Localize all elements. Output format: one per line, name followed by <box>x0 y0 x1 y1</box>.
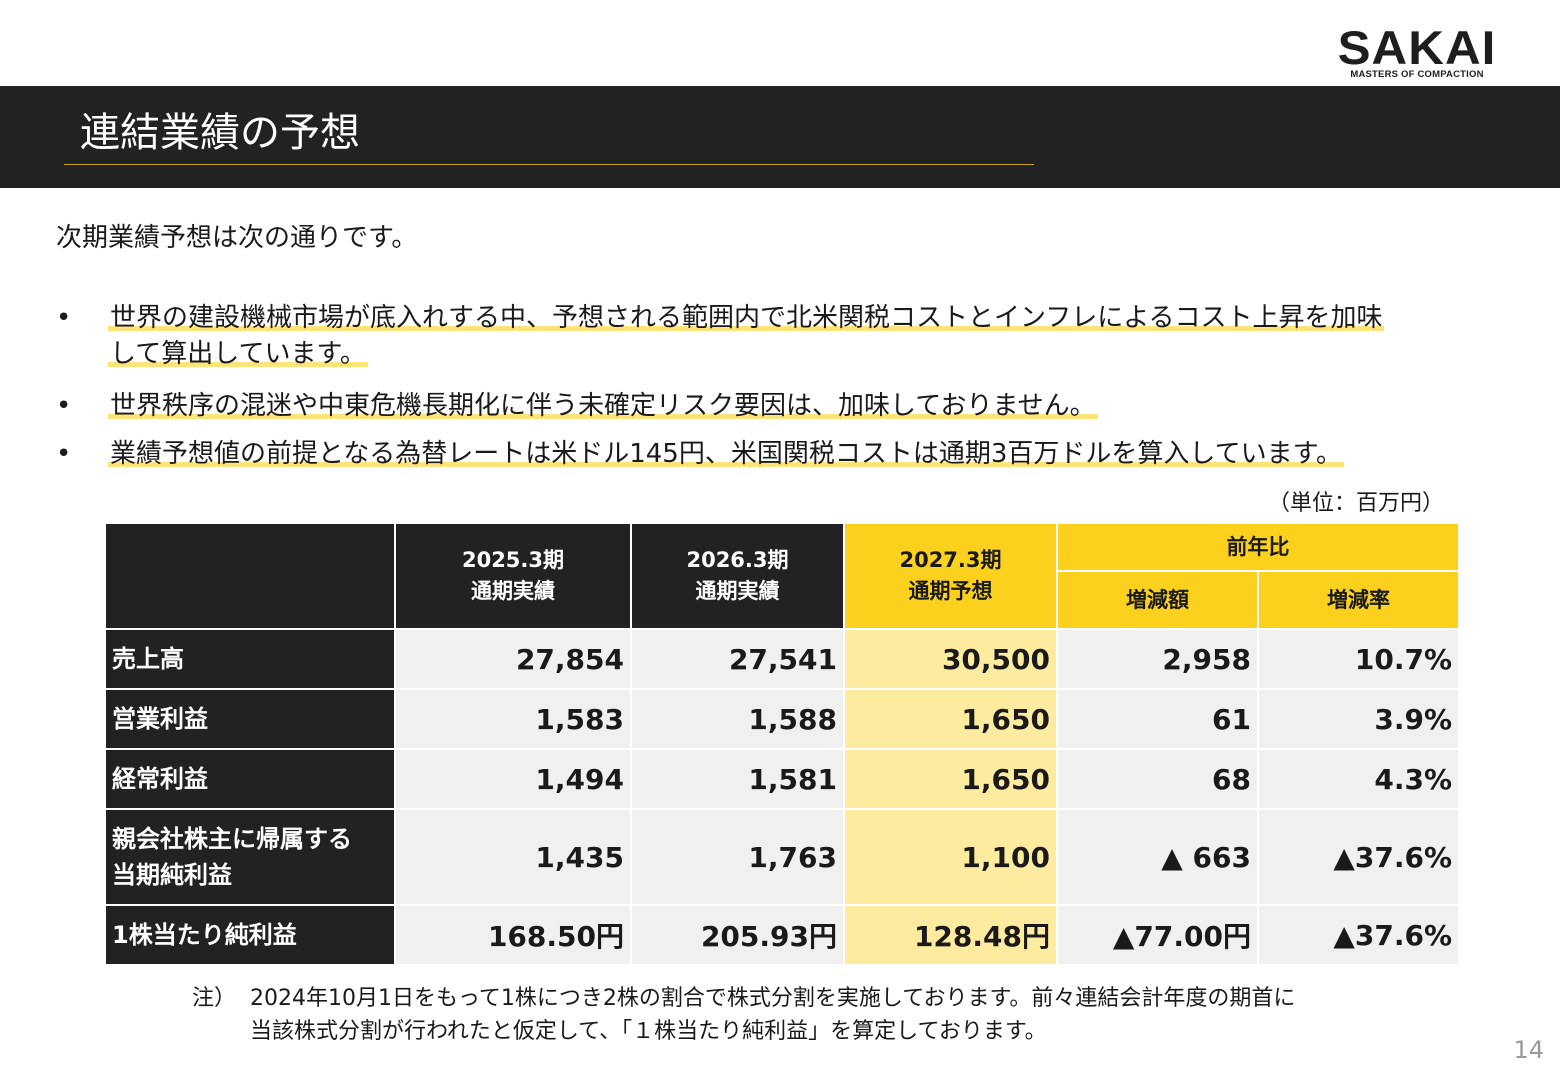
value-rate: 10.7% <box>1257 628 1460 690</box>
value-fy2027: 1,650 <box>843 748 1058 810</box>
row-label: 1株当たり純利益 <box>104 904 396 966</box>
header-yoy-amount: 増減額 <box>1056 570 1259 630</box>
value-fy2026: 205.93円 <box>630 904 845 966</box>
bullet-dot: • <box>56 439 72 469</box>
header-fy2027: 2027.3期 通期予想 <box>843 522 1058 630</box>
title-underline <box>64 164 1034 165</box>
header-fy2026: 2026.3期 通期実績 <box>630 522 845 630</box>
value-fy2025: 1,435 <box>394 808 632 906</box>
value-diff: 2,958 <box>1056 628 1259 690</box>
bullet-dot: • <box>56 303 72 333</box>
table-row: 売上高 27,854 27,541 30,500 2,958 10.7% <box>104 628 1460 690</box>
header-fy2026-type: 通期実績 <box>695 579 780 603</box>
header-fy2025: 2025.3期 通期実績 <box>394 522 632 630</box>
value-diff: 68 <box>1056 748 1259 810</box>
page-title: 連結業績の予想 <box>80 110 360 156</box>
footnote-line: 2024年10月1日をもって1株につき2株の割合で株式分割を実施しております。前… <box>250 986 1296 1011</box>
value-fy2025: 168.50円 <box>394 904 632 966</box>
row-label-line: 当期純利益 <box>112 861 232 889</box>
row-label: 経常利益 <box>104 748 396 810</box>
row-label-line: 親会社株主に帰属する <box>112 825 352 853</box>
header-blank-cell <box>104 522 396 630</box>
header-fy2025-type: 通期実績 <box>471 579 555 603</box>
header-fy2027-type: 通期予想 <box>908 579 993 603</box>
footnote-line: 当該株式分割が行われたと仮定して、「１株当たり純利益」を算定しております。 <box>250 1019 1047 1044</box>
bullet-text-line: 世界秩序の混迷や中東危機長期化に伴う未確定リスク要因は、加味しておりません。 <box>108 391 1098 421</box>
title-bar: 連結業績の予想 <box>0 86 1560 188</box>
table-row: 経常利益 1,494 1,581 1,650 68 4.3% <box>104 748 1460 810</box>
table-row: 1株当たり純利益 168.50円 205.93円 128.48円 ▲77.00円… <box>104 904 1460 966</box>
value-rate: 3.9% <box>1257 688 1460 750</box>
value-diff: 61 <box>1056 688 1259 750</box>
value-fy2027: 1,650 <box>843 688 1058 750</box>
header-fy2027-period: 2027.3期 <box>899 548 1002 572</box>
value-fy2025: 27,854 <box>394 628 632 690</box>
row-label: 売上高 <box>104 628 396 690</box>
row-label: 親会社株主に帰属する 当期純利益 <box>104 808 396 906</box>
value-rate: 4.3% <box>1257 748 1460 810</box>
bullet-text-line: 世界の建設機械市場が底入れする中、予想される範囲内で北米関税コストとインフレによ… <box>108 303 1385 333</box>
value-fy2026: 27,541 <box>630 628 845 690</box>
value-rate: ▲37.6% <box>1257 904 1460 966</box>
value-diff: ▲ 663 <box>1056 808 1259 906</box>
table-row: 親会社株主に帰属する 当期純利益 1,435 1,763 1,100 ▲ 663… <box>104 808 1460 906</box>
sakai-logo: SAKAI MASTERS OF COMPACTION <box>1332 24 1502 81</box>
header-yoy-rate: 増減率 <box>1257 570 1460 630</box>
value-fy2027: 128.48円 <box>843 904 1058 966</box>
value-rate: ▲37.6% <box>1257 808 1460 906</box>
value-fy2026: 1,588 <box>630 688 845 750</box>
value-diff: ▲77.00円 <box>1056 904 1259 966</box>
value-fy2025: 1,494 <box>394 748 632 810</box>
bullet-dot: • <box>56 391 72 421</box>
footnote-label: 注） <box>192 986 237 1011</box>
forecast-table: 2025.3期 通期実績 2026.3期 通期実績 2027.3期 通期予想 前… <box>104 522 1460 966</box>
value-fy2026: 1,581 <box>630 748 845 810</box>
logo-tagline: MASTERS OF COMPACTION <box>1350 69 1484 80</box>
value-fy2025: 1,583 <box>394 688 632 750</box>
value-fy2027: 1,100 <box>843 808 1058 906</box>
header-fy2025-period: 2025.3期 <box>461 548 565 572</box>
bullet-text-line: して算出しています。 <box>108 339 368 369</box>
table-row: 営業利益 1,583 1,588 1,650 61 3.9% <box>104 688 1460 750</box>
row-label: 営業利益 <box>104 688 396 750</box>
header-yoy-group: 前年比 <box>1056 522 1460 572</box>
logo-wordmark: SAKAI <box>1337 21 1497 74</box>
unit-label: （単位：百万円） <box>1267 491 1444 516</box>
value-fy2026: 1,763 <box>630 808 845 906</box>
value-fy2027: 30,500 <box>843 628 1058 690</box>
header-fy2026-period: 2026.3期 <box>686 548 789 572</box>
intro-text: 次期業績予想は次の通りです。 <box>56 223 418 253</box>
bullet-text-line: 業績予想値の前提となる為替レートは米ドル145円、米国関税コストは通期3百万ドル… <box>108 439 1345 469</box>
page-number: 14 <box>1513 1036 1544 1064</box>
